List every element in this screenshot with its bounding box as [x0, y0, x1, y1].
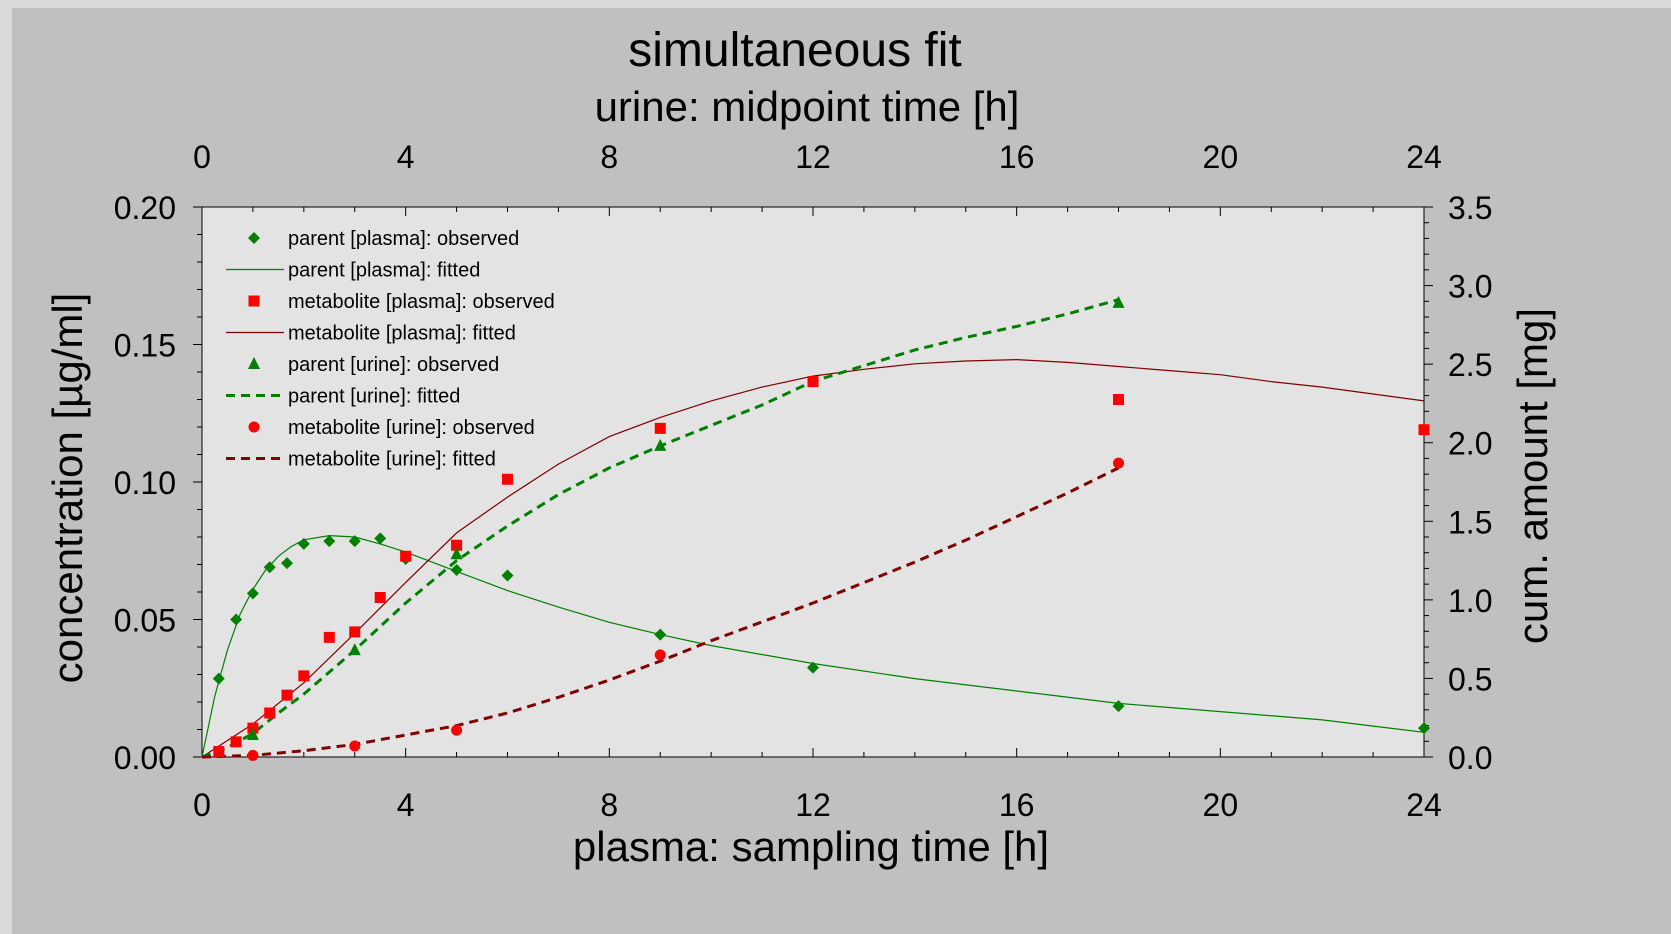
- series-point-0: [374, 532, 387, 545]
- y2-tick-label: 3.5: [1448, 190, 1492, 226]
- series-point-0: [323, 535, 336, 548]
- series-point-2: [400, 550, 412, 562]
- y2-tick-label: 3.0: [1448, 269, 1492, 305]
- plot-area: [201, 206, 1425, 758]
- series-point-4: [450, 547, 463, 560]
- x2-tick-label: 8: [600, 139, 618, 175]
- legend-label-7: metabolite [urine]: fitted: [288, 449, 496, 471]
- series-point-0: [807, 661, 819, 674]
- series-point-0: [281, 557, 294, 570]
- series-point-0: [246, 587, 259, 600]
- legend-marker-4: [248, 357, 260, 369]
- y-tick-label: 0.15: [114, 328, 176, 364]
- series-point-0: [348, 535, 361, 548]
- series-point-2: [374, 592, 386, 603]
- x-tick-label: 4: [397, 787, 415, 823]
- series-point-0: [654, 628, 667, 641]
- x2-tick-label: 4: [397, 139, 415, 175]
- x-tick-label: 8: [600, 787, 618, 823]
- y-tick-label: 0.20: [114, 190, 176, 226]
- x-tick-label: 16: [999, 787, 1035, 823]
- y2-tick-label: 2.5: [1448, 347, 1492, 383]
- chart-svg: simultaneous fit urine: midpoint time [h…: [44, 24, 1556, 870]
- series-point-4: [654, 438, 667, 451]
- x2-tick-label: 0: [193, 139, 211, 175]
- series-point-2: [1113, 394, 1124, 405]
- series-point-0: [263, 561, 276, 574]
- y2-tick-label: 2.0: [1448, 426, 1492, 462]
- series-point-2: [654, 422, 666, 434]
- series-point-4: [348, 643, 361, 656]
- chart-figure: simultaneous fit urine: midpoint time [h…: [12, 8, 1671, 934]
- y-tick-label: 0.10: [114, 465, 176, 501]
- legend-marker-2: [248, 295, 260, 307]
- legend-label-5: parent [urine]: fitted: [288, 386, 460, 408]
- legend-label-3: metabolite [plasma]: fitted: [288, 323, 516, 345]
- series-line-5: [201, 298, 1119, 759]
- x2-tick-label: 20: [1203, 139, 1239, 175]
- series-point-0: [212, 672, 225, 685]
- series-point-2: [451, 539, 463, 551]
- legend-label-2: metabolite [plasma]: observed: [288, 291, 555, 313]
- series-point-6: [654, 649, 666, 661]
- y-tick-label: 0.05: [114, 603, 176, 639]
- y-axis-label: concentration [µg/ml]: [44, 293, 91, 684]
- legend-label-6: metabolite [urine]: observed: [288, 417, 535, 439]
- x-tick-label: 20: [1203, 787, 1239, 823]
- series-point-0: [297, 537, 310, 550]
- series-point-4: [246, 728, 259, 740]
- series-point-6: [451, 724, 463, 736]
- series-point-6: [247, 749, 259, 761]
- y2-tick-label: 0.5: [1448, 661, 1492, 697]
- y2-tick-label: 1.0: [1448, 583, 1492, 619]
- series-point-2: [230, 736, 242, 748]
- legend-marker-6: [248, 421, 260, 433]
- legend-label-0: parent [plasma]: observed: [288, 228, 519, 250]
- y-tick-label: 0.00: [114, 740, 176, 776]
- x-axis-label: plasma: sampling time [h]: [573, 823, 1049, 870]
- series-point-0: [1112, 700, 1125, 713]
- legend-label-4: parent [urine]: observed: [288, 354, 499, 376]
- series-point-0: [450, 564, 463, 576]
- chart-title: simultaneous fit: [628, 24, 962, 77]
- series-point-2: [323, 631, 335, 643]
- top-axis-label: urine: midpoint time [h]: [595, 83, 1020, 130]
- legend-label-1: parent [plasma]: fitted: [288, 260, 480, 282]
- series-point-2: [1418, 424, 1430, 436]
- x2-tick-label: 24: [1406, 139, 1442, 175]
- series-point-2: [213, 746, 225, 757]
- series-point-2: [264, 707, 276, 719]
- y2-axis-label: cum. amount [mg]: [1509, 308, 1556, 644]
- x-tick-label: 24: [1406, 787, 1442, 823]
- series-line-1: [201, 534, 1425, 758]
- y2-tick-label: 1.5: [1448, 504, 1492, 540]
- x-tick-label: 12: [795, 787, 831, 823]
- x2-tick-label: 12: [795, 139, 831, 175]
- series-line-3: [201, 358, 1425, 758]
- series-point-2: [298, 670, 310, 682]
- series-point-0: [230, 613, 243, 626]
- x2-tick-label: 16: [999, 139, 1035, 175]
- series-point-4: [1112, 295, 1125, 308]
- series-point-0: [1418, 722, 1430, 735]
- x-tick-label: 0: [193, 787, 211, 823]
- series-point-2: [502, 473, 513, 485]
- series-point-6: [349, 740, 361, 752]
- series-point-0: [501, 569, 514, 582]
- series-point-2: [807, 376, 819, 388]
- series-point-2: [349, 626, 361, 638]
- series-point-2: [281, 689, 293, 701]
- y2-tick-label: 0.0: [1448, 740, 1492, 776]
- legend-marker-0: [248, 232, 260, 244]
- series-point-6: [1113, 457, 1124, 469]
